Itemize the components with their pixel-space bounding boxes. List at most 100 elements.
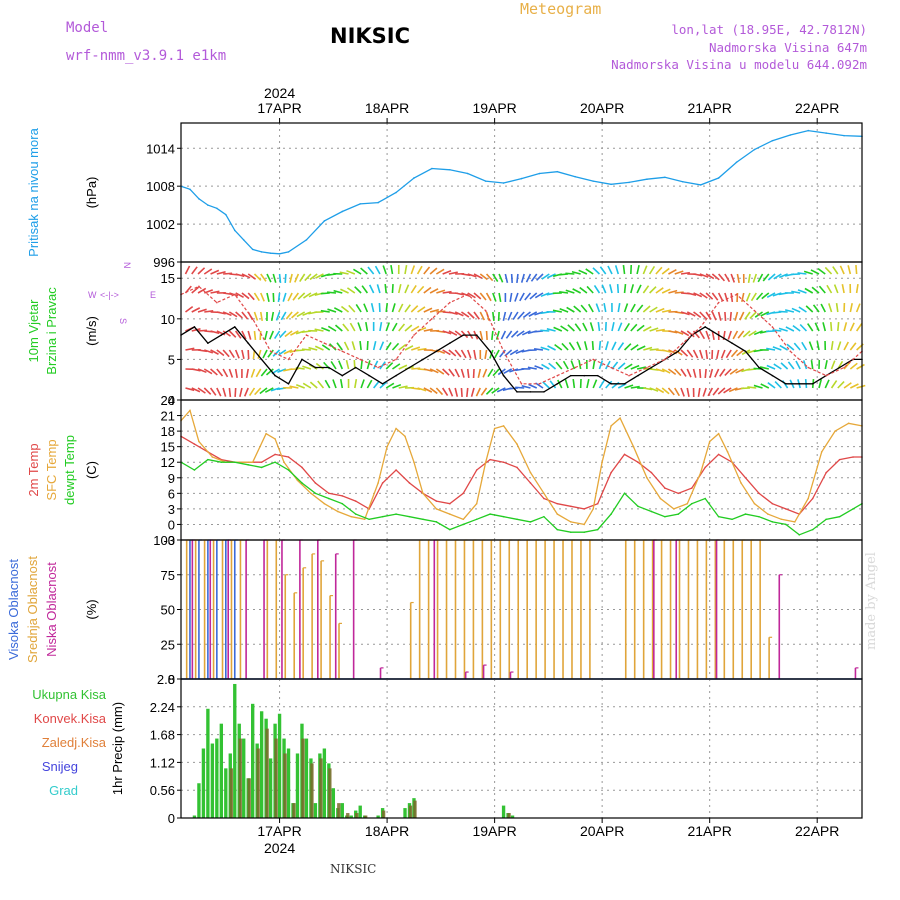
wind-arrow (354, 378, 358, 389)
wind-arrow (485, 330, 488, 341)
data-point (529, 521, 532, 523)
y-tick-label: 0 (168, 672, 175, 687)
wind-arrow (272, 349, 281, 357)
y-axis-title: Niska Oblacnost (44, 562, 59, 657)
data-point (569, 531, 572, 534)
wind-arrow (247, 273, 257, 280)
wind-arrow (516, 273, 519, 284)
wind-arrow (778, 310, 788, 313)
wind-arrow (702, 387, 707, 397)
y-tick-label: 996 (153, 255, 175, 270)
data-point (825, 471, 827, 474)
precip-bar (310, 763, 314, 818)
wind-arrow (245, 368, 249, 379)
wind-arrow (391, 303, 396, 313)
data-point (395, 374, 397, 377)
wind-arrow (492, 368, 500, 377)
precip-bar (277, 713, 282, 818)
wind-arrow (404, 304, 411, 313)
data-point (852, 456, 854, 458)
data-point (354, 500, 357, 502)
wind-arrow (578, 269, 588, 275)
wind-arrow (492, 311, 495, 322)
data-point (251, 318, 254, 320)
wind-arrow (297, 292, 306, 300)
wind-arrow (509, 349, 519, 356)
data-point (556, 528, 559, 531)
wind-arrow (241, 311, 249, 320)
wind-arrow (636, 324, 645, 332)
wind-arrow (793, 342, 801, 351)
wind-arrow (525, 273, 532, 283)
wind-arrow (624, 384, 634, 389)
precip-bar (313, 803, 318, 818)
wind-arrow (692, 368, 697, 378)
data-point (789, 350, 792, 353)
data-point (852, 508, 854, 510)
wind-arrow (454, 311, 464, 317)
wind-arrow (728, 387, 738, 393)
wind-arrow (598, 340, 602, 351)
data-point (529, 391, 532, 393)
y-tick-label: 2.8 (157, 672, 175, 687)
precip-bar (331, 788, 336, 818)
wind-arrow (578, 360, 582, 370)
wind-arrow (279, 330, 287, 339)
wind-arrow (585, 268, 594, 275)
wind-arrow (778, 327, 788, 332)
wind-arrow (833, 284, 839, 294)
wind-arrow (636, 345, 646, 351)
wind-arrow (473, 349, 477, 359)
wind-arrow (185, 347, 195, 351)
wind-arrow (521, 330, 531, 336)
wind-arrow (480, 387, 488, 396)
day-label-bottom: 19APR (472, 823, 516, 839)
wind-arrow (603, 303, 607, 313)
wind-arrow (748, 330, 757, 337)
data-point (785, 523, 787, 526)
data-point (449, 528, 451, 531)
data-point (735, 161, 738, 163)
data-point (798, 534, 801, 536)
wind-arrow (309, 273, 318, 281)
data-point (314, 482, 317, 484)
precip-bar (376, 815, 380, 818)
wind-arrow (630, 303, 636, 313)
y-tick-label: 1.12 (150, 755, 175, 770)
data-point (484, 309, 487, 312)
data-point (466, 172, 469, 175)
wind-arrow (398, 343, 407, 351)
wind-arrow (784, 309, 795, 313)
wind-arrow (197, 287, 207, 294)
wind-arrow (442, 269, 452, 275)
data-point (650, 366, 653, 369)
wind-arrow (699, 273, 709, 278)
day-label-bottom: 20APR (580, 823, 624, 839)
wind-arrow (366, 340, 369, 351)
data-point (771, 502, 774, 505)
wind-arrow (707, 387, 714, 397)
day-label-top: 19APR (472, 100, 516, 116)
wind-arrow (266, 273, 272, 283)
data-point (717, 432, 720, 435)
data-point (789, 134, 792, 136)
data-point (771, 326, 774, 328)
wind-arrow (855, 264, 858, 275)
wind-arrow (805, 305, 814, 313)
wind-arrow (562, 360, 569, 370)
data-point (664, 176, 666, 179)
data-point (368, 374, 370, 377)
precip-legend-item: Konvek.Kisa (34, 711, 107, 726)
wind-arrow (435, 387, 444, 396)
wind-arrow (592, 359, 596, 370)
data-point (260, 251, 263, 253)
data-point (489, 458, 491, 461)
wind-arrow (346, 287, 356, 294)
y-tick-label: 1002 (146, 217, 175, 232)
wind-arrow (262, 349, 268, 359)
wind-arrow (442, 330, 452, 335)
wind-arrow (327, 308, 337, 313)
wind-arrow (392, 383, 402, 389)
wind-arrow (570, 360, 576, 370)
data-point (381, 382, 384, 385)
